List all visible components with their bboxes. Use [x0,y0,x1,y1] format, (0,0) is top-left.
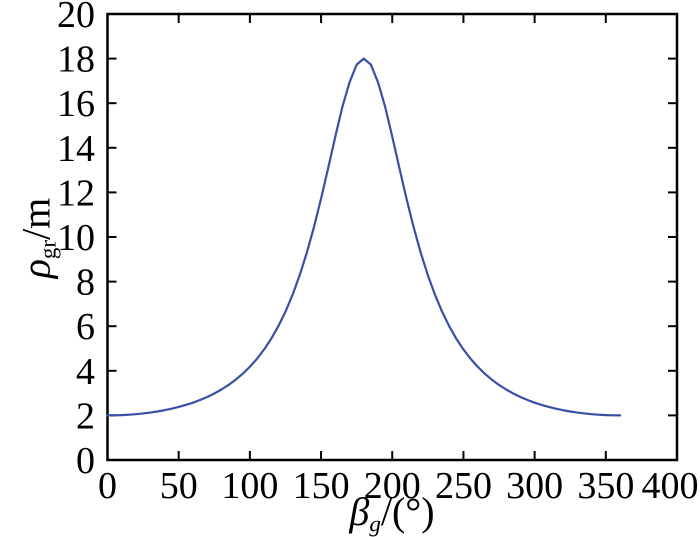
x-tick-label: 400 [642,465,699,507]
y-tick-label: 6 [76,306,95,348]
x-tick-label: 350 [577,465,634,507]
x-axis-subscript: g [369,511,381,537]
y-tick-label: 0 [76,440,95,482]
y-tick-label: 8 [76,262,95,304]
y-tick-label: 18 [57,39,95,81]
x-tick-label: 150 [293,465,350,507]
y-tick-label: 14 [57,128,95,170]
x-tick-label: 100 [221,465,278,507]
data-series-line [106,57,622,417]
y-tick-label: 12 [57,172,95,214]
y-axis-label: ρgr/m [13,197,61,279]
y-axis-unit: /m [13,197,59,240]
y-axis-symbol-rho: ρ [13,259,59,279]
x-tick-label: 300 [506,465,563,507]
x-tick-label: 200 [364,465,421,507]
x-axis-label: βg/(°) [349,489,435,537]
y-tick-label: 2 [76,395,95,437]
y-axis-subscript: gr [35,239,61,260]
x-axis-symbol-beta: β [349,489,370,534]
axes-box [106,12,679,462]
y-tick-label: 4 [76,351,95,393]
x-axis-unit: /(°) [380,489,435,534]
y-tick-label: 10 [57,217,95,259]
x-tick-label: 50 [160,465,198,507]
x-tick-label: 250 [435,465,492,507]
y-tick-label: 20 [57,0,95,36]
y-tick-label: 16 [57,83,95,125]
x-tick-label: 0 [98,465,117,507]
